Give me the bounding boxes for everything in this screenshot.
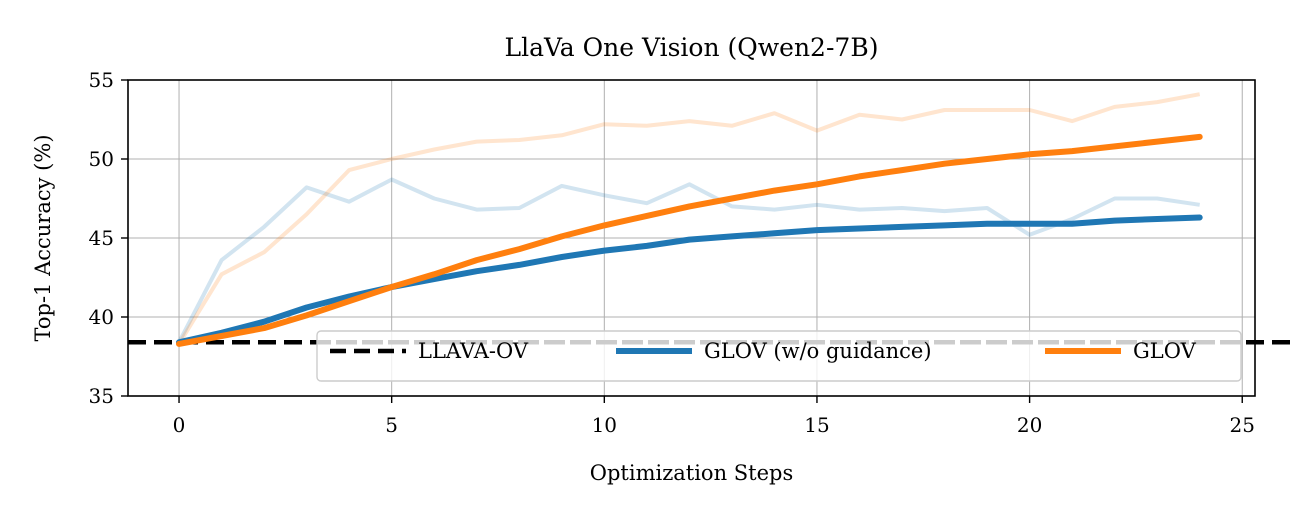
raw-series-line-1: [177, 92, 1201, 345]
x-tick-label: 25: [1230, 413, 1255, 437]
x-axis-label: Optimization Steps: [590, 461, 794, 485]
series-line-0: [176, 214, 1203, 346]
x-tick-label: 0: [173, 413, 186, 437]
chart-title: LlaVa One Vision (Qwen2-7B): [505, 33, 879, 62]
y-tick-label: 45: [89, 226, 114, 250]
series-line-1: [176, 133, 1203, 347]
grid: [128, 80, 1255, 396]
y-tick-label: 40: [89, 305, 114, 329]
raw-series-line-0: [177, 177, 1200, 344]
legend-label-1: GLOV (w/o guidance): [704, 339, 932, 363]
x-tick-label: 5: [385, 413, 398, 437]
x-tick-label: 10: [592, 413, 617, 437]
raw-series-lines: [177, 92, 1201, 345]
y-axis-label: Top-1 Accuracy (%): [31, 134, 55, 341]
x-tick-label: 15: [804, 413, 829, 437]
y-tick-label: 55: [89, 68, 114, 92]
y-tick-label: 35: [89, 384, 114, 408]
legend-label-2: GLOV: [1133, 339, 1197, 363]
legend-label-0: LLAVA-OV: [418, 339, 529, 363]
x-tick-label: 20: [1017, 413, 1042, 437]
axis-ticks: 0 5 10 15 20 25 35 40 45 50 55: [89, 68, 1255, 437]
smoothed-series-lines: [176, 133, 1203, 347]
legend: LLAVA-OV GLOV (w/o guidance) GLOV: [316, 330, 1242, 382]
y-tick-label: 50: [89, 147, 114, 171]
